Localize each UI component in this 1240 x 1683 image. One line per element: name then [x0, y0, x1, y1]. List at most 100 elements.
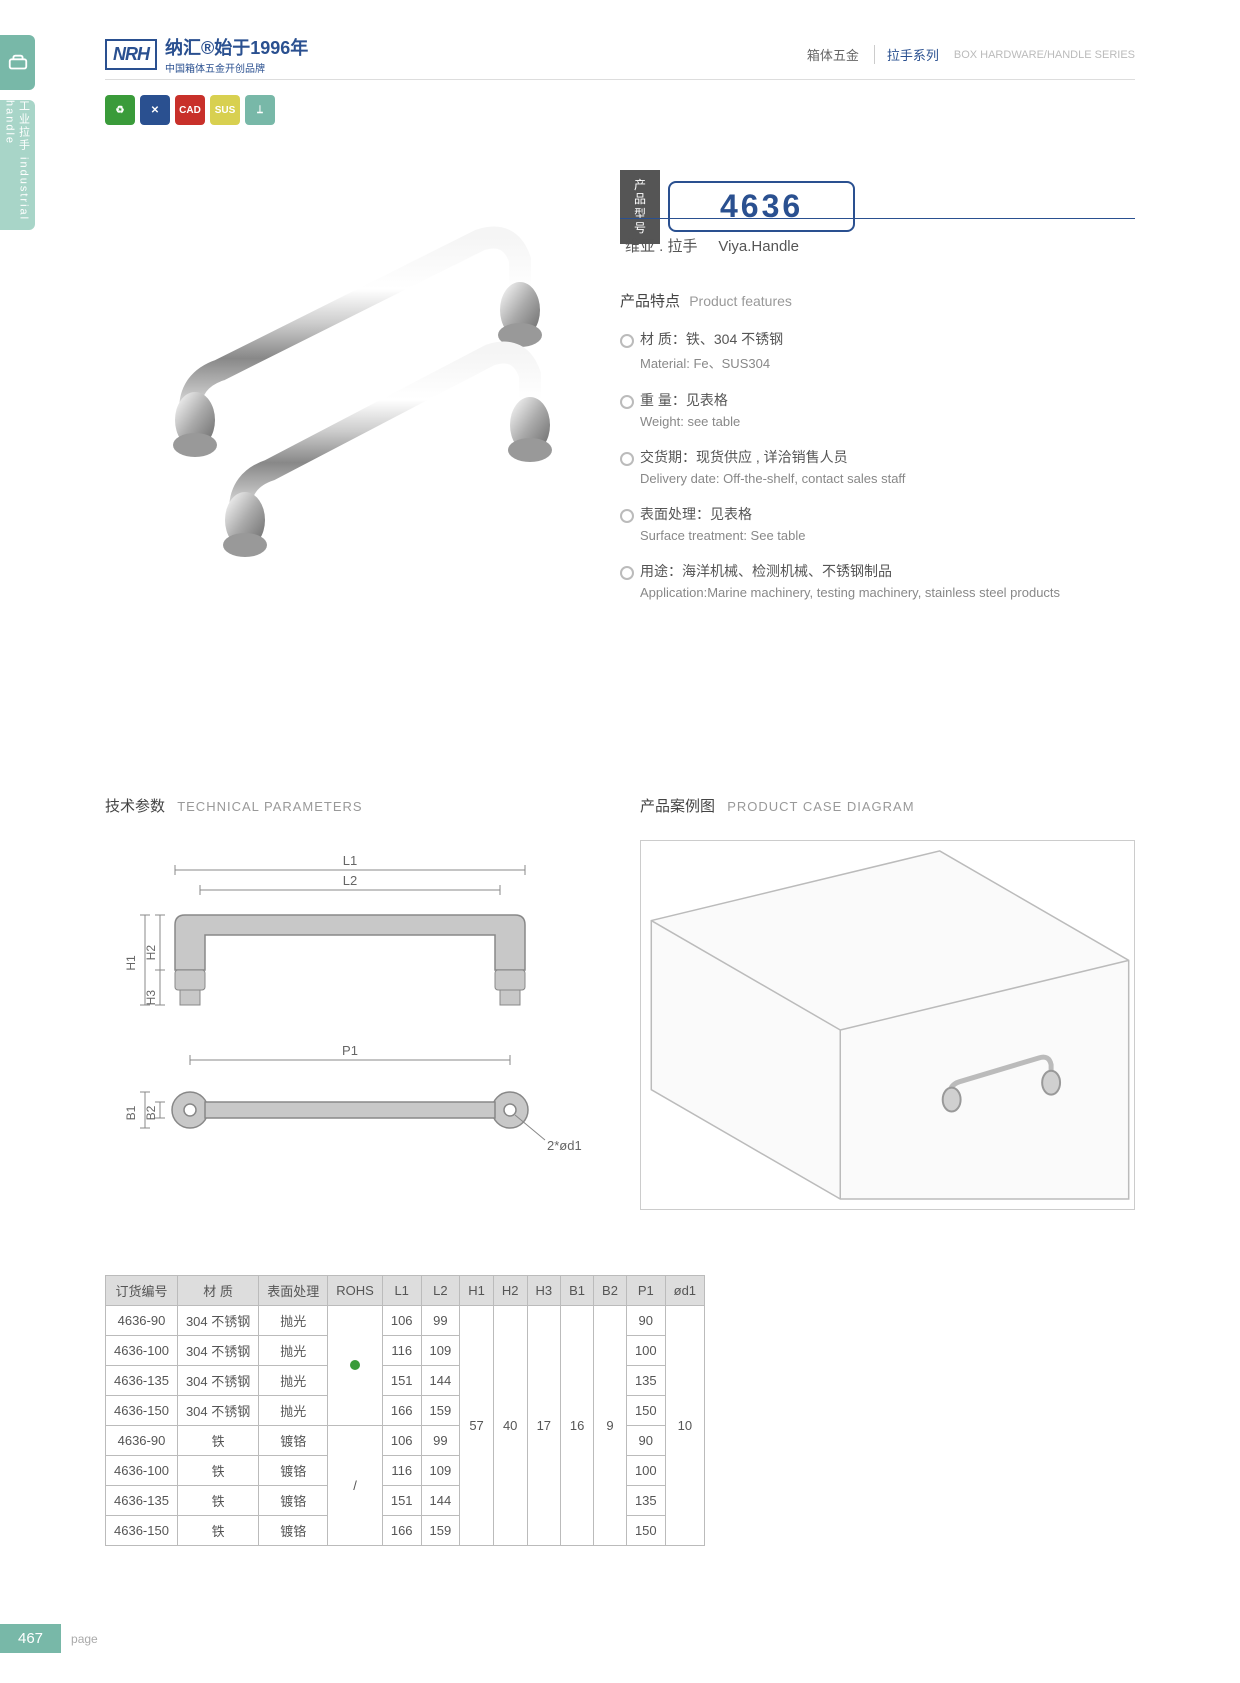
- model-underline: [620, 218, 1135, 219]
- product-case-diagram: [640, 840, 1135, 1210]
- logo-main-text: 纳汇®始于1996年: [165, 34, 308, 60]
- table-cell: 135: [626, 1366, 665, 1396]
- side-tab-icon: [0, 35, 35, 90]
- table-cell: 304 不锈钢: [177, 1366, 258, 1396]
- table-header: ROHS: [328, 1276, 383, 1306]
- table-cell: 106: [382, 1306, 421, 1336]
- side-category-label: 工业拉手 industrial handle: [0, 100, 35, 230]
- table-cell: 铁: [177, 1426, 258, 1456]
- table-header: ød1: [665, 1276, 704, 1306]
- page-footer: 467 page: [0, 1624, 98, 1653]
- feature-icon: CAD: [175, 95, 205, 125]
- model-number-box: 产品型号 4636: [620, 170, 855, 244]
- table-cell: 304 不锈钢: [177, 1306, 258, 1336]
- table-header: P1: [626, 1276, 665, 1306]
- table-cell: 109: [421, 1336, 460, 1366]
- case-title-cn: 产品案例图: [640, 798, 715, 815]
- product-image: [120, 150, 570, 600]
- svg-text:B2: B2: [144, 1105, 158, 1120]
- table-cell: 150: [626, 1396, 665, 1426]
- product-features: 产品特点 Product features 材 质：铁、304 不锈钢 Mater…: [620, 290, 1135, 618]
- table-header: B1: [561, 1276, 594, 1306]
- table-cell: 铁: [177, 1456, 258, 1486]
- table-cell: 镀铬: [259, 1516, 328, 1546]
- case-diagram-title: 产品案例图 PRODUCT CASE DIAGRAM: [640, 795, 915, 816]
- product-name-en: Viya.Handle: [718, 238, 799, 255]
- svg-text:H2: H2: [144, 945, 158, 961]
- table-header: 材 质: [177, 1276, 258, 1306]
- table-cell: 151: [382, 1486, 421, 1516]
- table-cell: 4636-90: [106, 1306, 178, 1336]
- case-title-en: PRODUCT CASE DIAGRAM: [727, 799, 914, 814]
- feature-icon: SUS: [210, 95, 240, 125]
- svg-text:2*ød1: 2*ød1: [547, 1138, 582, 1153]
- table-header: L2: [421, 1276, 460, 1306]
- tech-title-en: TECHNICAL PARAMETERS: [177, 799, 362, 814]
- table-cell: 99: [421, 1426, 460, 1456]
- table-cell: 150: [626, 1516, 665, 1546]
- table-cell: 抛光: [259, 1336, 328, 1366]
- table-cell: 镀铬: [259, 1426, 328, 1456]
- feature-en: Weight: see table: [640, 414, 1135, 429]
- features-title: 产品特点 Product features: [620, 290, 1135, 311]
- features-title-cn: 产品特点: [620, 293, 680, 310]
- svg-text:H3: H3: [144, 990, 158, 1006]
- table-cell: 106: [382, 1426, 421, 1456]
- table-cell: 4636-100: [106, 1336, 178, 1366]
- feature-item: 表面处理：见表格 Surface treatment: See table: [620, 504, 1135, 543]
- header-breadcrumb: 箱体五金 拉手系列 BOX HARDWARE/HANDLE SERIES: [807, 45, 1135, 64]
- table-cell: 90: [626, 1426, 665, 1456]
- feature-en: Surface treatment: See table: [640, 528, 1135, 543]
- table-cell: 166: [382, 1516, 421, 1546]
- table-cell: 144: [421, 1486, 460, 1516]
- feature-cn: 材 质：铁、304 不锈钢: [640, 329, 1135, 349]
- feature-en: Material: Fe、SUS304: [640, 353, 1135, 372]
- table-cell: 135: [626, 1486, 665, 1516]
- table-cell: 抛光: [259, 1306, 328, 1336]
- table-cell: 抛光: [259, 1396, 328, 1426]
- feature-cn: 表面处理：见表格: [640, 504, 1135, 524]
- table-cell: 304 不锈钢: [177, 1336, 258, 1366]
- table-cell: 4636-135: [106, 1486, 178, 1516]
- table-cell: 100: [626, 1336, 665, 1366]
- feature-icon: ⟘: [245, 95, 275, 125]
- product-name: 维亚 . 拉手 Viya.Handle: [625, 235, 799, 256]
- feature-icon: ✕: [140, 95, 170, 125]
- feature-item: 重 量：见表格Weight: see table: [620, 390, 1135, 429]
- table-cell: 99: [421, 1306, 460, 1336]
- table-header: B2: [594, 1276, 627, 1306]
- merged-cell: 9: [594, 1306, 627, 1546]
- header-en: BOX HARDWARE/HANDLE SERIES: [954, 49, 1135, 61]
- feature-item: 材 质：铁、304 不锈钢 Material: Fe、SUS304: [620, 329, 1135, 372]
- table-header: 表面处理: [259, 1276, 328, 1306]
- rohs-cell: /: [328, 1426, 383, 1546]
- header-category: 箱体五金: [807, 45, 859, 64]
- feature-cn: 用途：海洋机械、检测机械、不锈钢制品: [640, 561, 1135, 581]
- table-header: 订货编号: [106, 1276, 178, 1306]
- table-cell: 116: [382, 1336, 421, 1366]
- page-label: page: [71, 1632, 98, 1646]
- table-cell: 159: [421, 1396, 460, 1426]
- table-header: H3: [527, 1276, 561, 1306]
- table-cell: 151: [382, 1366, 421, 1396]
- merged-cell: 17: [527, 1306, 561, 1546]
- svg-text:H1: H1: [124, 955, 138, 971]
- table-cell: 镀铬: [259, 1456, 328, 1486]
- table-cell: 镀铬: [259, 1486, 328, 1516]
- table-cell: 抛光: [259, 1366, 328, 1396]
- header-series: 拉手系列: [874, 45, 939, 64]
- table-cell: 铁: [177, 1486, 258, 1516]
- features-title-en: Product features: [689, 293, 792, 309]
- tech-title-cn: 技术参数: [105, 798, 165, 815]
- tech-params-title: 技术参数 TECHNICAL PARAMETERS: [105, 795, 363, 816]
- svg-text:L1: L1: [343, 853, 357, 868]
- table-header: H1: [460, 1276, 494, 1306]
- svg-text:L2: L2: [343, 873, 357, 888]
- table-cell: 159: [421, 1516, 460, 1546]
- page-number: 467: [0, 1624, 61, 1653]
- logo-badge: NRH: [105, 39, 157, 70]
- rohs-cell: [328, 1306, 383, 1426]
- svg-text:B1: B1: [124, 1105, 138, 1120]
- table-row: 4636-90304 不锈钢抛光106995740171699010: [106, 1306, 705, 1336]
- table-header: L1: [382, 1276, 421, 1306]
